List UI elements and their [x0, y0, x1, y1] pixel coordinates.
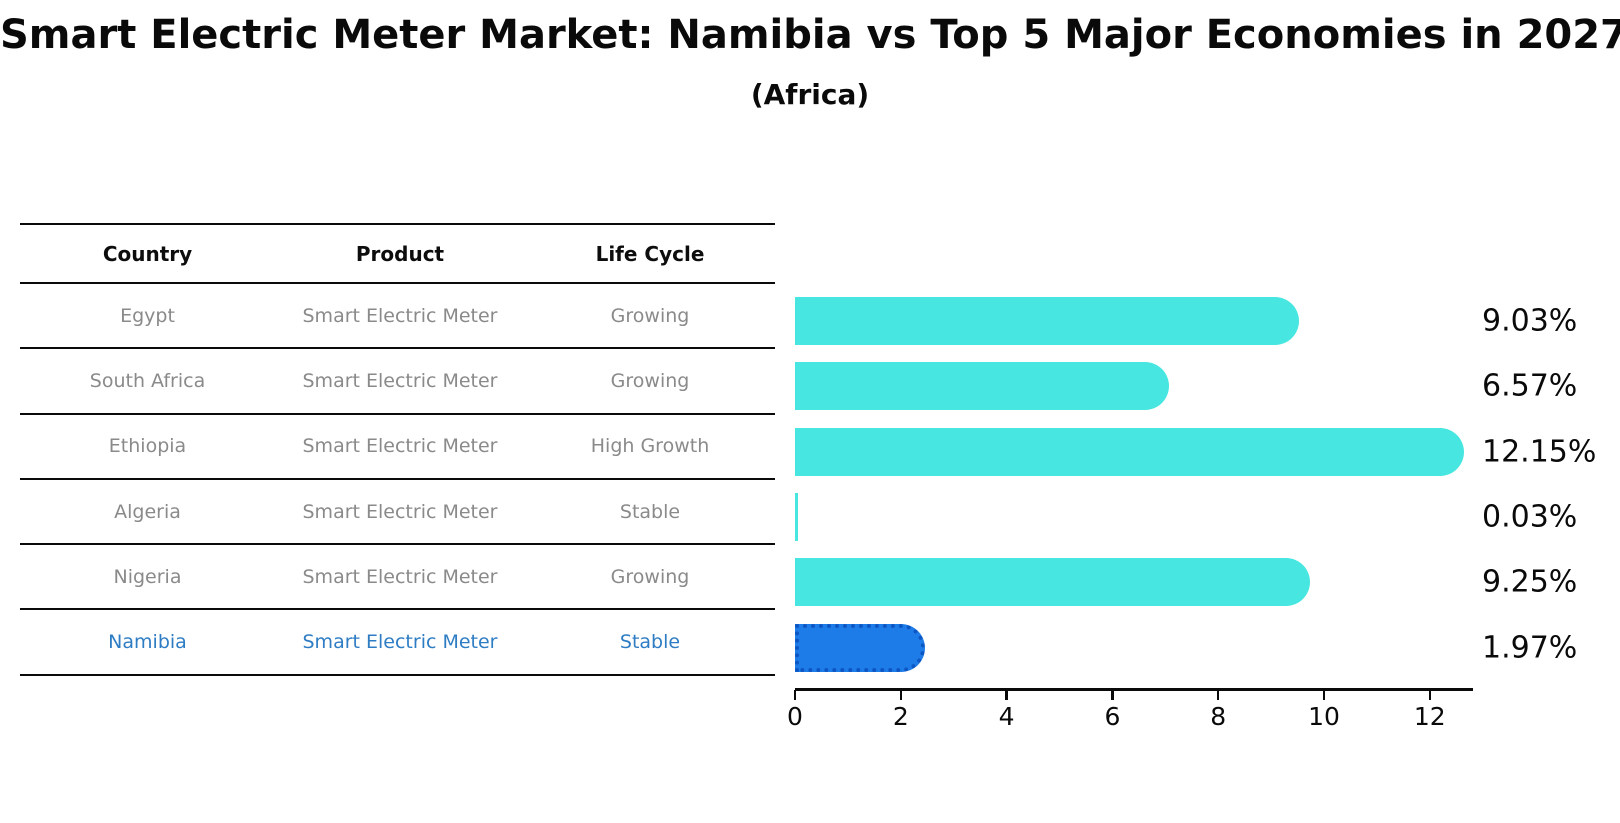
- x-axis-tickmark: [1005, 690, 1008, 700]
- table-row-nigeria: Nigeria Smart Electric Meter Growing: [20, 545, 775, 611]
- x-axis: 0 2 4 6 8 10 12: [787, 688, 1475, 748]
- bar-algeria: [795, 492, 798, 541]
- table-cell-life-cycle: Growing: [610, 565, 690, 588]
- bar-value-label: 9.03%: [1482, 303, 1578, 339]
- table-header-product: Product: [355, 241, 445, 266]
- chart-title: Smart Electric Meter Market: Namibia vs …: [0, 12, 1620, 58]
- table-cell-life-cycle: Growing: [610, 369, 690, 392]
- x-axis-tick-label: 8: [1210, 702, 1227, 731]
- bars-area: [795, 282, 1495, 674]
- x-axis-tickmark: [899, 690, 903, 700]
- table-cell-product: Smart Electric Meter: [302, 631, 498, 654]
- x-axis-tickmark: [1111, 690, 1114, 700]
- x-axis-tick-label: 12: [1413, 702, 1446, 731]
- bar-south-africa: [795, 362, 1169, 411]
- bar-value-labels: 9.03% 6.57% 12.15% 0.03% 9.25% 1.97%: [1482, 282, 1617, 674]
- table-cell-country: Egypt: [120, 304, 175, 327]
- table-cell-product: Smart Electric Meter: [302, 500, 498, 523]
- table-row-ethiopia: Ethiopia Smart Electric Meter High Growth: [20, 415, 775, 480]
- x-axis-tick-label: 10: [1308, 702, 1340, 731]
- table-header-lifecycle: Life Cycle: [595, 241, 705, 266]
- table-cell-country: Nigeria: [113, 565, 182, 588]
- bar-egypt: [795, 297, 1299, 345]
- table-cell-product: Smart Electric Meter: [302, 369, 498, 392]
- x-axis-tickmark: [1216, 690, 1220, 700]
- x-axis-line: [795, 688, 1473, 691]
- x-axis-tick-label: 6: [1104, 702, 1121, 731]
- table-cell-country: Ethiopia: [108, 435, 187, 458]
- table-row-south-africa: South Africa Smart Electric Meter Growing: [20, 349, 775, 415]
- table-cell-country: South Africa: [89, 369, 206, 392]
- x-axis-tickmark: [1322, 690, 1326, 700]
- table-cell-life-cycle: Growing: [610, 304, 690, 327]
- bar-ethiopia: [795, 427, 1464, 476]
- chart-subtitle: (Africa): [750, 78, 870, 111]
- table-cell-product: Smart Electric Meter: [302, 304, 498, 327]
- x-axis-tickmark: [793, 690, 797, 700]
- bar-value-label: 9.25%: [1482, 564, 1578, 600]
- bar-value-label: 0.03%: [1482, 499, 1578, 535]
- x-axis-tick-label: 4: [998, 702, 1015, 731]
- table-header-row: Country Product Life Cycle: [20, 223, 775, 284]
- x-axis-tick-label: 2: [892, 702, 909, 731]
- table-cell-product: Smart Electric Meter: [302, 565, 498, 588]
- table-header-country: Country: [102, 241, 193, 266]
- table-cell-product: Smart Electric Meter: [302, 435, 498, 458]
- table-cell-country: Namibia: [108, 631, 187, 654]
- table-body: Egypt Smart Electric Meter Growing South Af…: [20, 284, 775, 676]
- bar-nigeria: [795, 558, 1311, 607]
- bar-value-label: 6.57%: [1482, 368, 1578, 404]
- x-axis-tickmark: [1428, 690, 1432, 700]
- table-cell-country: Algeria: [114, 500, 181, 523]
- table-cell-life-cycle: Stable: [619, 500, 681, 523]
- bar-value-label: 12.15%: [1482, 434, 1597, 470]
- x-axis-tick-label: 0: [787, 702, 803, 731]
- table-row-namibia: Namibia Smart Electric Meter Stable: [20, 610, 775, 676]
- table-cell-life-cycle: Stable: [619, 631, 681, 654]
- bar-value-label: 1.97%: [1482, 630, 1578, 665]
- bar-namibia-highlight: [795, 623, 926, 672]
- table-row-egypt: Egypt Smart Electric Meter Growing: [20, 284, 775, 350]
- table-cell-life-cycle: High Growth: [590, 435, 710, 458]
- country-table: Country Product Life Cycle Egypt Smart El…: [20, 223, 775, 676]
- table-row-algeria: Algeria Smart Electric Meter Stable: [20, 480, 775, 546]
